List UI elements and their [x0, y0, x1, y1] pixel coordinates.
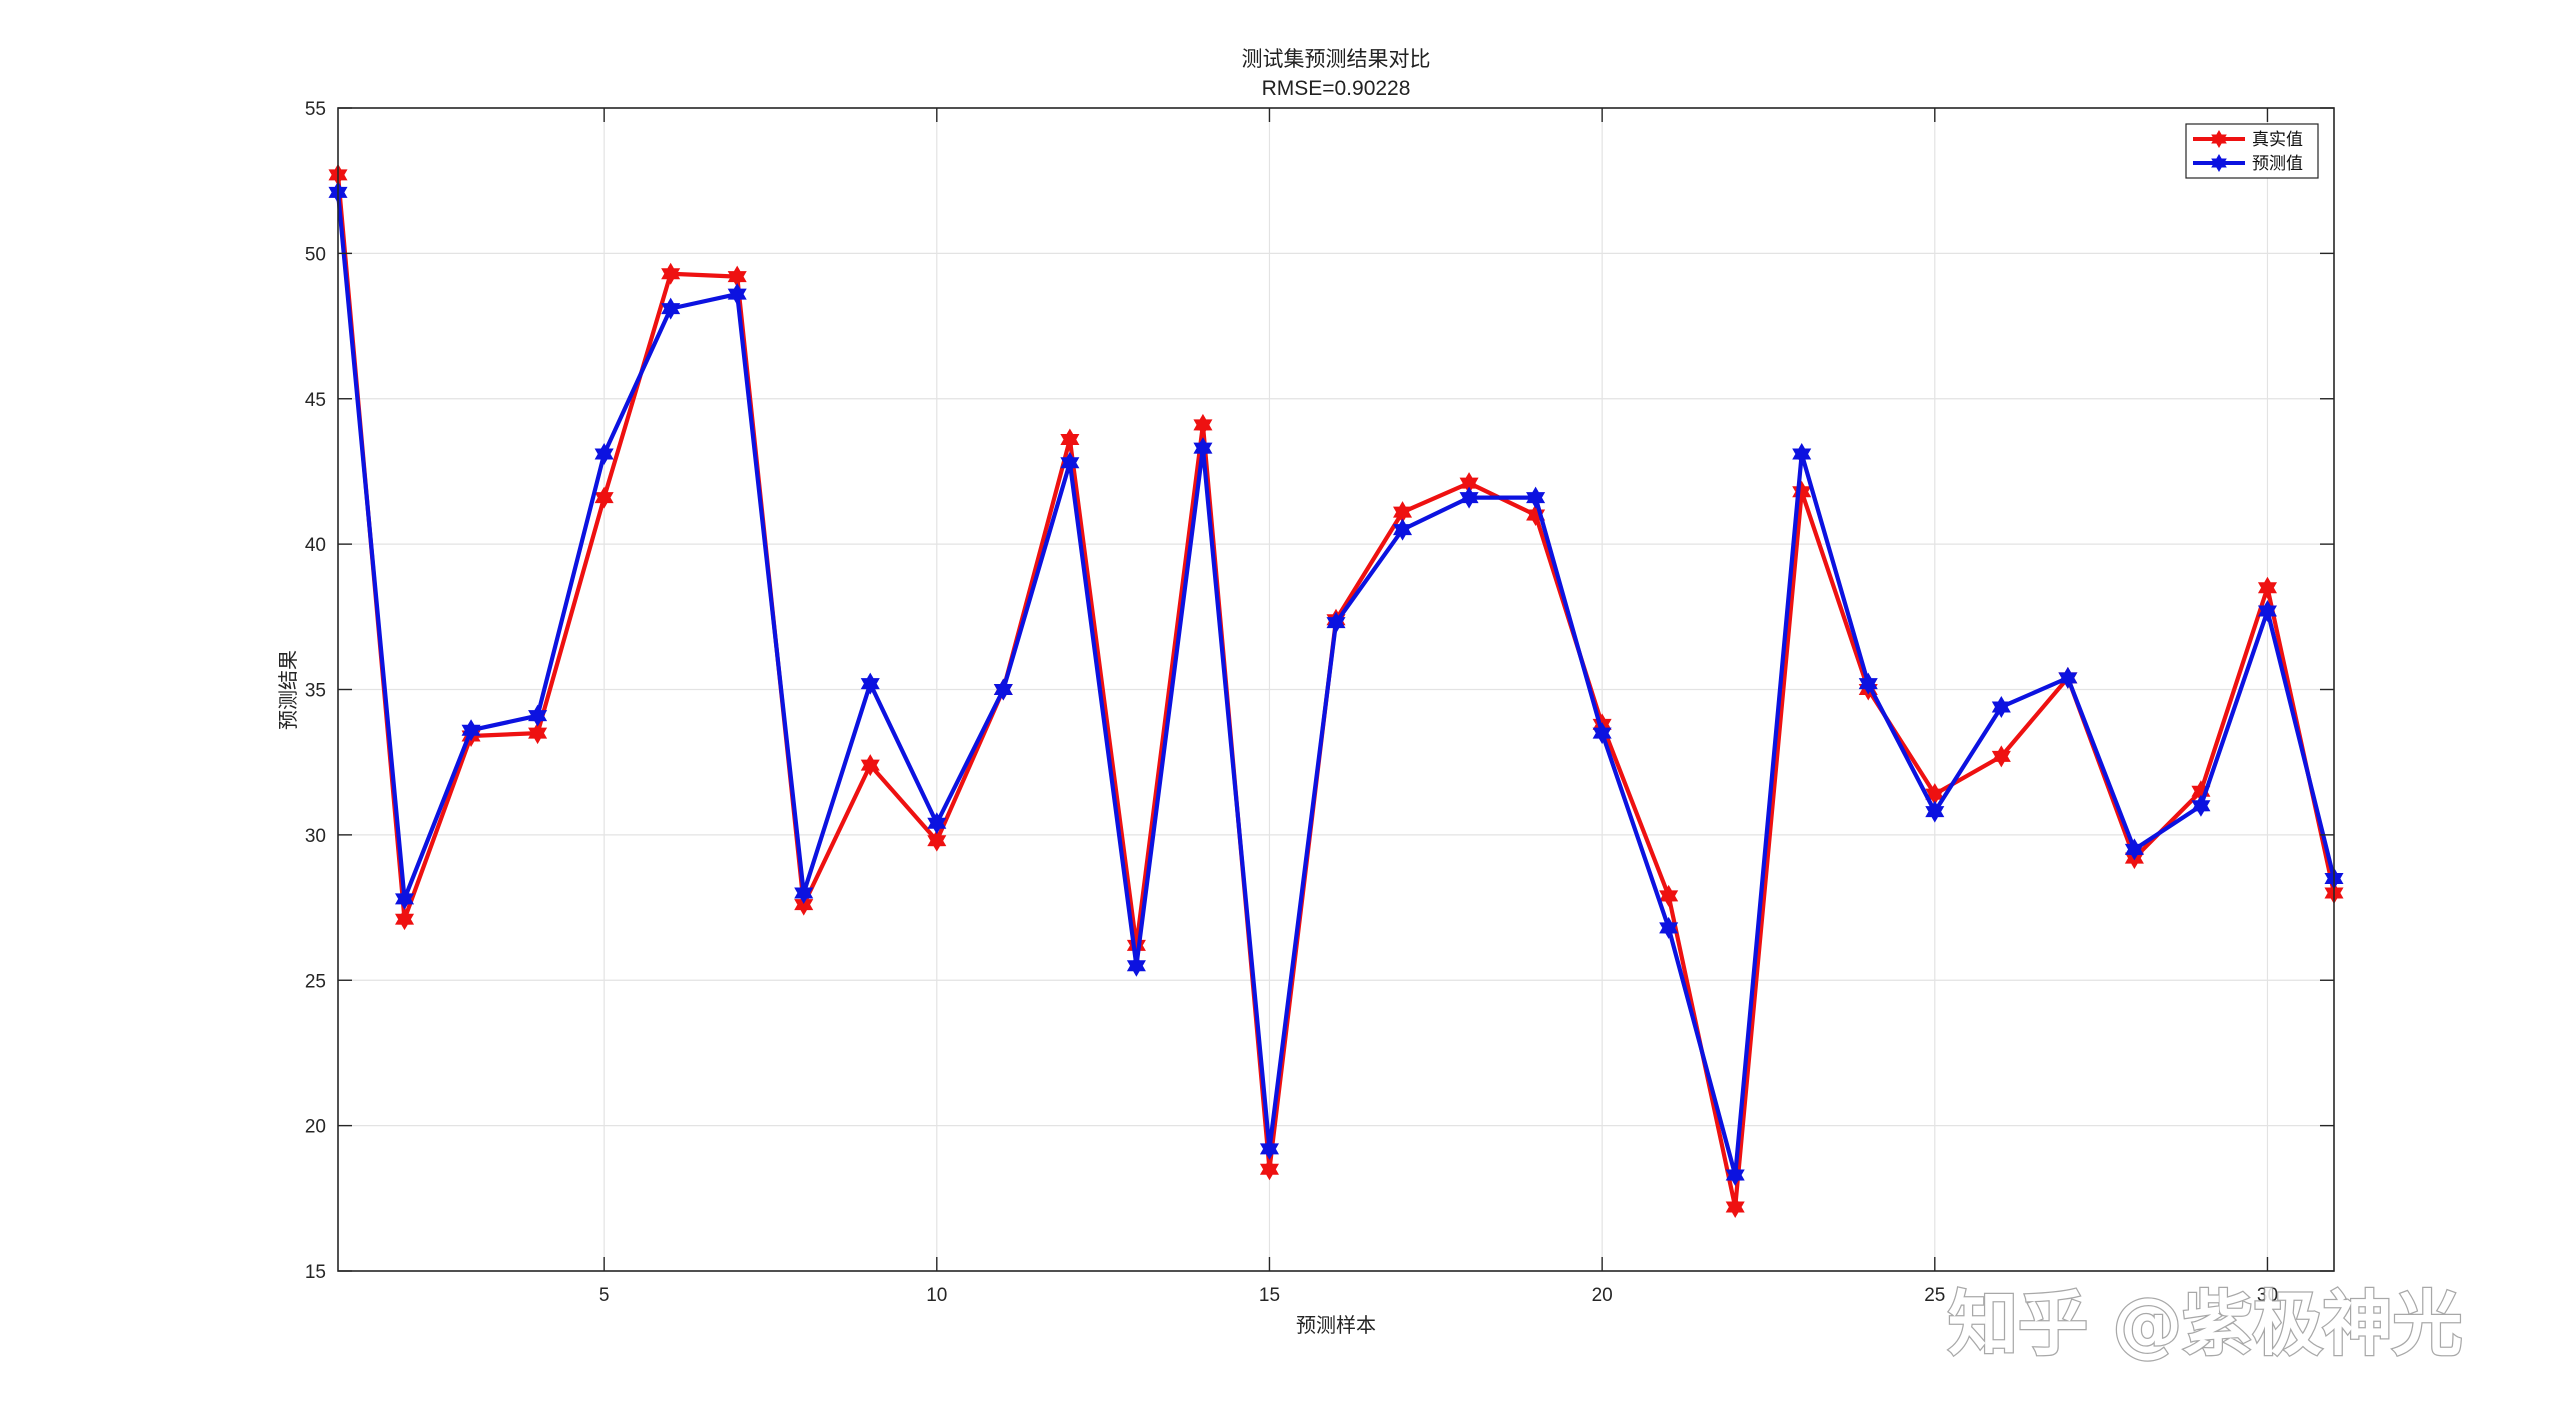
data-point-true-value	[1725, 1196, 1745, 1219]
data-point-predicted-value	[1393, 518, 1413, 541]
data-point-predicted-value	[528, 704, 548, 727]
y-tick-label: 40	[305, 535, 326, 556]
data-point-predicted-value	[993, 678, 1013, 701]
data-point-predicted-value	[1526, 486, 1546, 509]
x-tick-label: 20	[1592, 1285, 1613, 1306]
data-point-predicted-value	[2058, 666, 2078, 689]
data-point-predicted-value	[594, 442, 614, 465]
data-point-true-value	[1193, 413, 1213, 436]
y-tick-label: 15	[305, 1262, 326, 1283]
data-point-predicted-value	[661, 297, 681, 320]
data-point-true-value	[1060, 428, 1080, 451]
watermark: 知乎 @紫极神光	[1948, 1283, 2462, 1365]
data-point-predicted-value	[2124, 838, 2144, 861]
x-tick-label: 10	[926, 1285, 947, 1306]
data-point-predicted-value	[794, 882, 814, 905]
data-point-true-value	[528, 722, 548, 745]
y-tick-label: 55	[305, 99, 326, 120]
data-point-predicted-value	[2257, 600, 2277, 622]
data-point-true-value	[395, 908, 415, 931]
data-point-true-value	[927, 829, 947, 852]
y-tick-label: 45	[305, 390, 326, 411]
data-point-predicted-value	[727, 283, 747, 306]
plot-area: 5 10 15 20 25 30 15 20 25 30 35 40 45 50 55	[305, 99, 2344, 1306]
y-tick-label: 25	[305, 971, 326, 992]
x-tick-label: 15	[1259, 1285, 1280, 1306]
data-point-predicted-value	[1792, 442, 1812, 465]
x-tick-label: 30	[2257, 1285, 2278, 1306]
legend-entry-predicted-value: 预测值	[2193, 154, 2303, 174]
y-tick-label: 50	[305, 244, 326, 265]
data-point-predicted-value	[1925, 800, 1945, 823]
data-point-predicted-value	[461, 719, 481, 742]
legend-marker-predicted-value	[2211, 154, 2227, 172]
legend-entry-true-value: 真实值	[2193, 130, 2303, 150]
chart-subtitle: RMSE=0.90228	[1262, 77, 1411, 100]
series-layer	[328, 163, 2344, 1219]
legend-label-true-value: 真实值	[2252, 130, 2303, 150]
data-point-true-value	[661, 262, 681, 285]
legend: 真实值 预测值	[2185, 123, 2319, 179]
y-tick-label: 30	[305, 826, 326, 847]
legend-box	[2185, 123, 2319, 179]
data-point-predicted-value	[1459, 486, 1479, 509]
ticks: 5 10 15 20 25 30 15 20 25 30 35 40 45 50 55	[305, 99, 2334, 1306]
data-point-predicted-value	[1858, 672, 1878, 695]
data-point-predicted-value	[395, 887, 415, 910]
data-point-true-value	[1259, 1158, 1279, 1181]
chart-title: 测试集预测结果对比	[1242, 47, 1431, 71]
y-tick-label: 20	[305, 1117, 326, 1138]
x-axis-label: 预测样本	[1296, 1313, 1376, 1337]
data-point-true-value	[1659, 884, 1679, 907]
y-axis-label: 预测结果	[276, 650, 300, 730]
series-predicted-value	[328, 181, 2344, 1187]
data-point-predicted-value	[1060, 451, 1080, 474]
legend-marker-true-value	[2211, 130, 2227, 148]
data-point-predicted-value	[1659, 916, 1679, 939]
data-point-true-value	[860, 754, 880, 777]
data-point-predicted-value	[1991, 695, 2011, 718]
x-tick-label: 5	[599, 1285, 610, 1306]
data-point-predicted-value	[1193, 437, 1213, 460]
data-point-predicted-value	[1126, 954, 1146, 977]
x-tick-label: 25	[1924, 1285, 1945, 1306]
data-point-predicted-value	[1725, 1164, 1745, 1187]
data-point-true-value	[2257, 576, 2277, 599]
data-point-true-value	[794, 893, 814, 916]
data-point-predicted-value	[927, 812, 947, 835]
data-point-predicted-value	[1259, 1137, 1279, 1160]
legend-label-predicted-value: 预测值	[2252, 154, 2303, 174]
data-point-true-value	[1991, 745, 2011, 768]
data-point-predicted-value	[1326, 611, 1346, 634]
y-tick-label: 35	[305, 681, 326, 702]
data-point-predicted-value	[2191, 794, 2211, 817]
data-point-predicted-value	[1592, 722, 1612, 745]
data-point-predicted-value	[860, 672, 880, 695]
